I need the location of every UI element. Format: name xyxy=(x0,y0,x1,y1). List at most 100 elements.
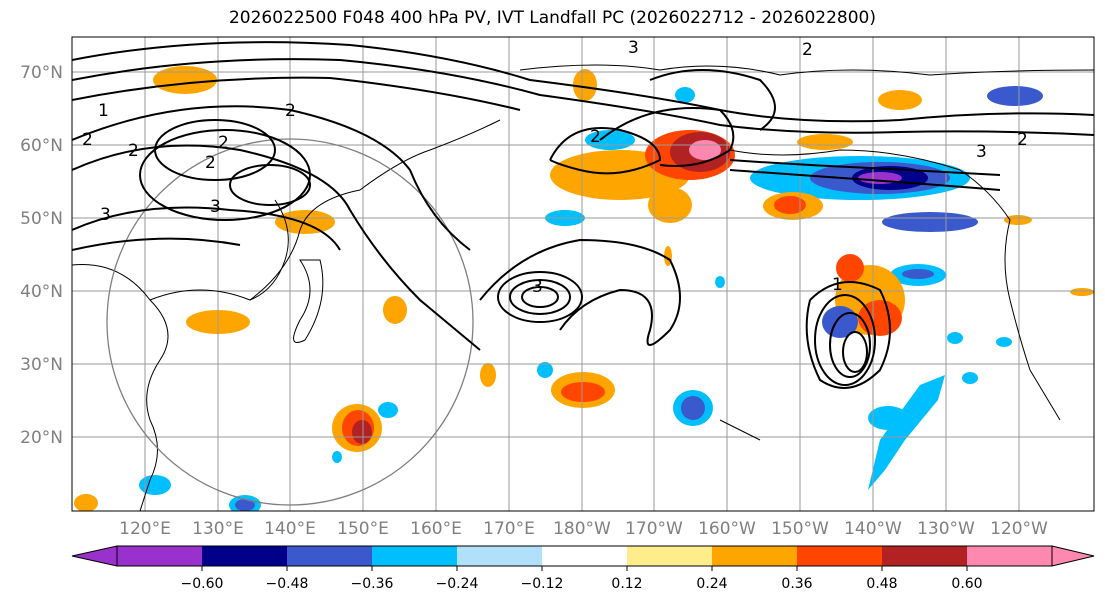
contour-label: 3 xyxy=(628,38,639,58)
colorbar-frame xyxy=(116,545,1053,567)
lon-label: 170°E xyxy=(483,519,535,539)
shade-negative xyxy=(378,402,398,418)
contour-label: 1 xyxy=(98,101,109,121)
lat-label: 20°N xyxy=(20,428,63,448)
lon-label: 160°E xyxy=(410,519,462,539)
colorbar-tick-label: 0.48 xyxy=(866,576,897,592)
lon-label: 120°W xyxy=(990,519,1048,539)
colorbar-tick-label: −0.48 xyxy=(266,576,309,592)
lat-label: 40°N xyxy=(20,282,63,302)
shade-positive xyxy=(858,300,902,336)
contour-label: 2 xyxy=(205,153,216,173)
shade-negative xyxy=(868,406,908,430)
colorbar-bin xyxy=(457,546,542,566)
colorbar-tick-label: −0.60 xyxy=(181,576,224,592)
lon-axis-labels: 120°E 130°E 140°E 150°E 160°E 170°E 180°… xyxy=(119,519,1048,539)
shade-positive xyxy=(352,420,372,444)
lat-label: 60°N xyxy=(20,136,63,156)
contour-label: 1 xyxy=(832,275,843,295)
contour-label: 2 xyxy=(590,127,601,147)
lon-label: 130°W xyxy=(917,519,975,539)
lon-label: 120°E xyxy=(119,519,171,539)
shade-negative xyxy=(332,451,342,463)
contour-label: 2 xyxy=(802,40,813,60)
shade-negative xyxy=(139,475,171,495)
colorbar-tick-label: −0.12 xyxy=(521,576,564,592)
shade-negative xyxy=(882,212,978,232)
shade-negative xyxy=(235,499,255,511)
lon-label: 160°W xyxy=(698,519,756,539)
shade-positive xyxy=(774,196,806,214)
shade-negative xyxy=(681,396,705,420)
shade-positive xyxy=(383,296,407,324)
shade-positive xyxy=(74,494,98,511)
colorbar-tick-label: 0.24 xyxy=(696,576,727,592)
contour-label: 2 xyxy=(1017,130,1028,150)
reference-circle xyxy=(106,138,474,506)
lon-label: 130°E xyxy=(192,519,244,539)
contour-label: 3 xyxy=(210,197,221,217)
shade-negative xyxy=(537,362,553,378)
colorbar-bin xyxy=(967,546,1052,566)
pv-contours xyxy=(72,41,1094,389)
figure-title: 2026022500 F048 400 hPa PV, IVT Landfall… xyxy=(228,8,876,28)
colorbar-tick-label: 0.12 xyxy=(611,576,642,592)
shade-positive xyxy=(573,69,597,101)
colorbar-bin xyxy=(882,546,967,566)
colorbar-high-extend xyxy=(1051,545,1095,567)
shade-positive xyxy=(153,66,217,94)
colorbar-bin xyxy=(712,546,797,566)
shade-negative xyxy=(987,86,1043,106)
colorbar-bin xyxy=(627,546,712,566)
colorbar-bin xyxy=(202,546,287,566)
contour-label: 2 xyxy=(82,130,93,150)
contour-label: 2 xyxy=(285,101,296,121)
colorbar-bin xyxy=(372,546,457,566)
contour-labels: 1 2 2 2 3 3 2 3 2 3 3 2 2 1 2 xyxy=(82,38,1028,297)
colorbar-tick-label: −0.24 xyxy=(436,576,479,592)
shade-positive xyxy=(648,187,692,223)
colorbar-tick-label: 0.60 xyxy=(951,576,982,592)
colorbar-low-extend xyxy=(71,545,118,567)
lat-label: 70°N xyxy=(20,63,63,83)
map-panel: 1 2 2 2 3 3 2 3 2 3 3 2 2 1 2 xyxy=(71,36,1095,512)
shade-positive xyxy=(878,90,922,110)
colorbar-tick-label: 0.36 xyxy=(781,576,812,592)
colorbar: −0.60 −0.48 −0.36 −0.24 −0.12 0.12 0.24 … xyxy=(71,545,1095,592)
shade-positive xyxy=(561,382,605,402)
coastlines xyxy=(72,64,1094,511)
shade-negative xyxy=(868,375,945,490)
contour-label: 2 xyxy=(218,133,229,153)
contour-label: 2 xyxy=(128,141,139,161)
colorbar-bin xyxy=(542,546,627,566)
lon-label: 150°W xyxy=(771,519,829,539)
colorbar-tick-label: −0.36 xyxy=(351,576,394,592)
lon-label: 140°W xyxy=(844,519,902,539)
shade-negative xyxy=(996,337,1012,347)
colorbar-bin xyxy=(117,546,202,566)
shade-positive xyxy=(480,363,496,387)
shade-negative xyxy=(947,332,963,344)
shade-positive xyxy=(275,210,335,234)
lon-label: 150°E xyxy=(337,519,389,539)
shade-positive xyxy=(797,134,853,150)
shade-negative xyxy=(715,276,725,288)
shade-negative xyxy=(902,269,934,279)
contour-label: 3 xyxy=(100,205,111,225)
shade-positive xyxy=(1070,288,1094,296)
lon-label: 180°W xyxy=(553,519,611,539)
lon-label: 140°E xyxy=(264,519,316,539)
lon-label: 170°W xyxy=(625,519,683,539)
shade-positive xyxy=(836,254,864,282)
map-frame xyxy=(71,36,1095,512)
shade-negative xyxy=(962,372,978,384)
colorbar-bin xyxy=(797,546,882,566)
shading-layer xyxy=(74,66,1094,511)
lat-label: 50°N xyxy=(20,209,63,229)
colorbar-bin xyxy=(287,546,372,566)
contour-label: 3 xyxy=(976,142,987,162)
lat-axis-labels: 70°N 60°N 50°N 40°N 30°N 20°N xyxy=(20,63,63,448)
lat-label: 30°N xyxy=(20,355,63,375)
shade-negative xyxy=(675,87,695,103)
